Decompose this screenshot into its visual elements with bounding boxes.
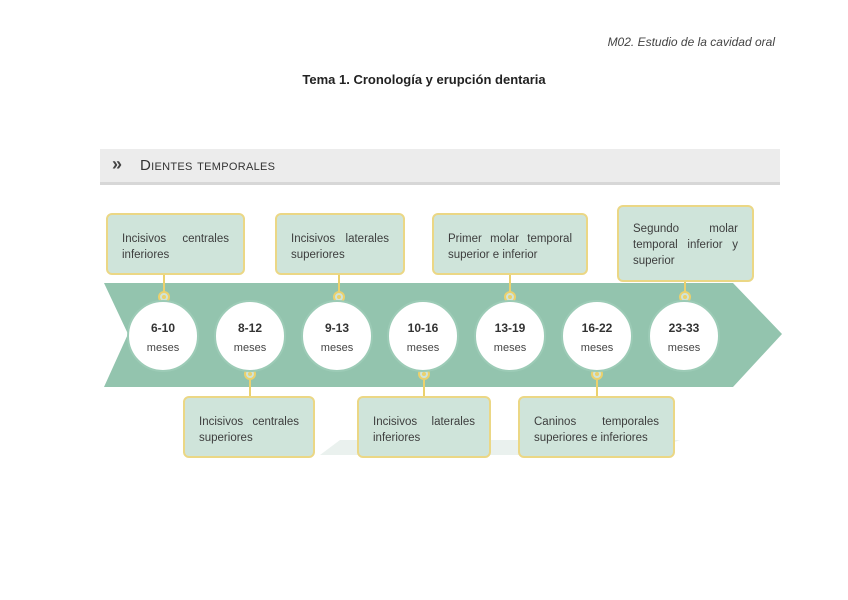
stage-range: 9-13 bbox=[324, 321, 350, 335]
stage-range: 23-33 bbox=[668, 321, 700, 335]
stage-range: 6-10 bbox=[150, 321, 176, 335]
stage-range: 10-16 bbox=[407, 321, 439, 335]
connector-line bbox=[423, 380, 425, 398]
stage-circle-1: 6-10 meses bbox=[127, 300, 199, 372]
running-header: M02. Estudio de la cavidad oral bbox=[607, 35, 775, 49]
stage-unit: meses bbox=[406, 342, 440, 354]
stage-unit: meses bbox=[580, 342, 614, 354]
tooth-label-text: Incisivos laterales inferiores bbox=[373, 416, 475, 444]
tooth-label-box: Incisivos laterales superiores bbox=[275, 213, 405, 275]
stage-circle-7: 23-33 meses bbox=[648, 300, 720, 372]
stage-circle-2: 8-12 meses bbox=[214, 300, 286, 372]
connector-line bbox=[249, 380, 251, 398]
stage-range: 13-19 bbox=[494, 321, 526, 335]
tooth-label-text: Segundo molar temporal inferior y superi… bbox=[633, 223, 738, 267]
section-title: Dientes temporales bbox=[140, 157, 276, 174]
tooth-label-box: Incisivos centrales superiores bbox=[183, 396, 315, 458]
connector-line bbox=[163, 273, 165, 293]
section-header-bar: » Dientes temporales bbox=[100, 149, 780, 185]
tooth-label-box: Primer molar temporal superior e inferio… bbox=[432, 213, 588, 275]
tooth-label-text: Incisivos centrales inferiores bbox=[122, 233, 229, 261]
tooth-label-box: Caninos temporales superiores e inferior… bbox=[518, 396, 675, 458]
tooth-label-text: Caninos temporales superiores e inferior… bbox=[534, 416, 659, 444]
tooth-label-text: Primer molar temporal superior e inferio… bbox=[448, 233, 572, 261]
stage-range: 8-12 bbox=[237, 321, 263, 335]
connector-line bbox=[596, 380, 598, 398]
connector-line bbox=[338, 273, 340, 293]
stage-unit: meses bbox=[320, 342, 354, 354]
stage-circle-5: 13-19 meses bbox=[474, 300, 546, 372]
stage-circle-3: 9-13 meses bbox=[301, 300, 373, 372]
stage-circle-4: 10-16 meses bbox=[387, 300, 459, 372]
tooth-label-box: Incisivos laterales inferiores bbox=[357, 396, 491, 458]
stage-unit: meses bbox=[493, 342, 527, 354]
topic-title: Tema 1. Cronología y erupción dentaria bbox=[302, 72, 546, 87]
stage-unit: meses bbox=[667, 342, 701, 354]
stage-circle-6: 16-22 meses bbox=[561, 300, 633, 372]
stage-unit: meses bbox=[146, 342, 180, 354]
connector-line bbox=[509, 273, 511, 293]
stage-range: 16-22 bbox=[581, 321, 613, 335]
stage-unit: meses bbox=[233, 342, 267, 354]
connector-line bbox=[684, 281, 686, 293]
tooth-label-text: Incisivos centrales superiores bbox=[199, 416, 299, 444]
tooth-label-text: Incisivos laterales superiores bbox=[291, 233, 389, 261]
tooth-label-box: Segundo molar temporal inferior y superi… bbox=[617, 205, 754, 282]
double-chevron-right-icon: » bbox=[112, 154, 123, 174]
tooth-label-box: Incisivos centrales inferiores bbox=[106, 213, 245, 275]
